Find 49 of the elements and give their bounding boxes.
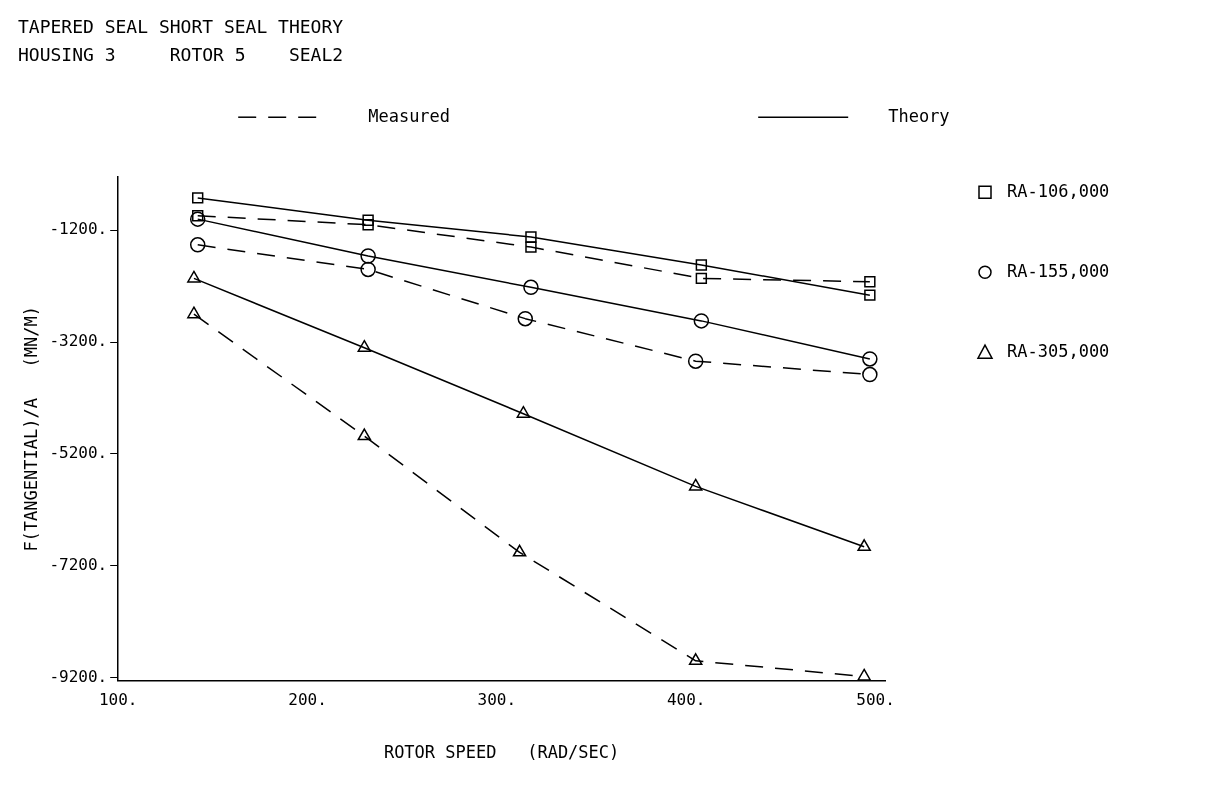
point	[362, 214, 374, 226]
point	[187, 270, 201, 283]
point	[688, 478, 703, 491]
point	[189, 211, 206, 227]
point	[864, 276, 876, 288]
y-axis-title: F(TANGENTIAL)/A (MN/M)	[20, 305, 41, 552]
x-tick-label: 400.	[666, 690, 706, 710]
point	[362, 219, 374, 231]
point	[695, 259, 708, 271]
y-tick-label: -9200.	[49, 666, 108, 686]
point	[688, 653, 703, 666]
point	[187, 306, 201, 319]
chart-title: TAPERED SEAL SHORT SEAL THEORY	[18, 16, 344, 38]
point	[864, 289, 876, 301]
point	[525, 231, 537, 243]
point	[523, 279, 539, 296]
point	[517, 310, 534, 327]
x-tick-label: 100.	[98, 690, 138, 710]
y-tick-label: -3200.	[49, 331, 108, 351]
point	[512, 544, 527, 557]
text: Measured	[368, 105, 451, 126]
x-tick-label: 500.	[856, 690, 895, 710]
y-tick-label: -1200.	[49, 219, 108, 239]
point	[192, 210, 204, 222]
point	[357, 339, 372, 352]
point	[192, 192, 204, 204]
point	[695, 272, 708, 285]
point	[693, 313, 710, 329]
x-axis-title: ROTOR SPEED (RAD/SEC)	[383, 742, 620, 763]
legend-label: RA-155,000	[1007, 260, 1110, 281]
point	[862, 351, 878, 367]
point	[357, 428, 372, 441]
point	[687, 353, 704, 369]
point	[360, 248, 376, 264]
point	[516, 405, 531, 418]
x-tick-label: 200.	[288, 690, 327, 710]
y-tick-label: -7200.	[49, 554, 108, 574]
legend-label: RA-305,000	[1007, 340, 1110, 361]
point	[857, 539, 871, 552]
y-tick-label: -5200.	[49, 443, 108, 463]
point	[857, 668, 871, 681]
point	[525, 241, 537, 253]
point	[189, 237, 206, 253]
chart-subtitle: HOUSING 3 ROTOR 5 SEAL2	[18, 44, 344, 66]
legend-label: RA-106,000	[1007, 180, 1110, 201]
x-tick-label: 300.	[477, 690, 517, 710]
point	[862, 366, 878, 383]
point	[360, 261, 376, 278]
text: Theory	[888, 105, 950, 126]
